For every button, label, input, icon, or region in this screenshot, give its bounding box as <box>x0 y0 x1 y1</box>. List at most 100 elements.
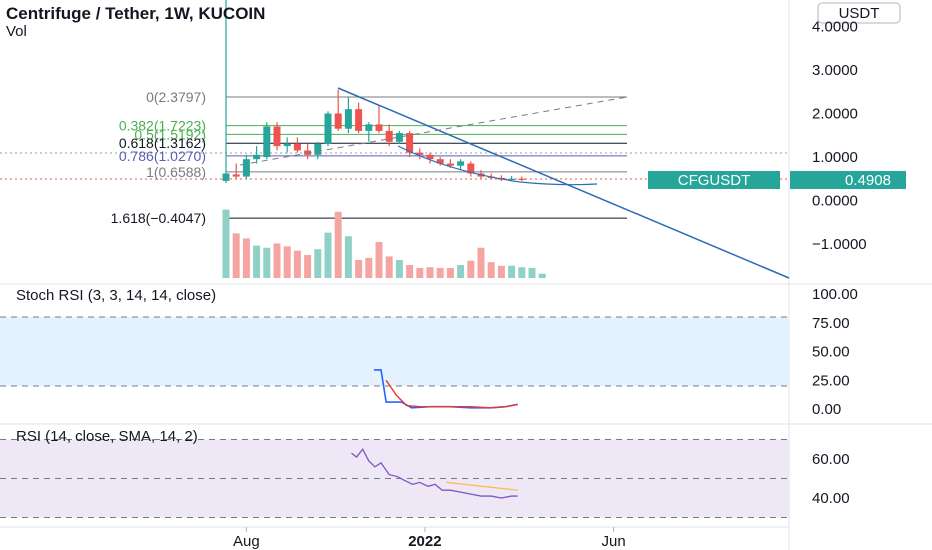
volume-bar <box>426 267 434 278</box>
volume-bar <box>263 247 271 278</box>
candle-body <box>406 133 414 153</box>
stoch-rsi-tick-label-1: 75.00 <box>812 315 850 332</box>
volume-bar <box>416 267 424 278</box>
fib-level-label-2: 0.5(1.5192) <box>134 126 206 142</box>
stoch-rsi-tick-label-3: 25.00 <box>812 372 850 389</box>
candle-body <box>426 154 434 160</box>
fib-level-label-5: 1(0.6588) <box>146 164 206 180</box>
volume-label: Vol <box>6 23 27 40</box>
candle-body <box>314 143 322 155</box>
price-tick-label-1: 3.0000 <box>812 62 858 79</box>
price-tick-label-4: 0.0000 <box>812 193 858 210</box>
volume-bar <box>334 211 342 278</box>
candle-body <box>365 124 373 131</box>
rsi-lines <box>351 448 518 499</box>
candle-body <box>457 161 465 166</box>
candle-body <box>436 159 444 164</box>
volume-bar <box>324 232 332 278</box>
volume-bar <box>304 254 312 278</box>
candle-body <box>242 159 250 177</box>
price-tick-label-3: 1.0000 <box>812 149 858 166</box>
candle-body <box>508 178 516 180</box>
volume-bar <box>497 265 505 278</box>
candle-body <box>232 174 240 177</box>
stoch-rsi-lines <box>373 369 518 409</box>
rsi-tick-label-0: 60.00 <box>812 451 850 468</box>
volume-bar <box>457 265 465 278</box>
candles <box>222 0 526 184</box>
candle-body <box>446 163 454 166</box>
time-tick-label-0: Aug <box>233 533 260 550</box>
descending-trendline <box>337 87 790 279</box>
volume-bar <box>528 267 536 278</box>
curved-support-drawing <box>397 145 598 186</box>
rsi-label: RSI (14, close, SMA, 14, 2) <box>16 428 198 445</box>
volume-bars <box>222 209 546 278</box>
candle-body <box>293 143 301 151</box>
rsi-band-fill <box>0 439 789 518</box>
stoch-rsi-axis: 100.00 75.00 50.00 25.00 0.00 <box>812 286 858 418</box>
time-tick-label-1: 2022 <box>408 533 441 550</box>
candle-body <box>263 126 271 157</box>
volume-bar <box>518 267 526 278</box>
volume-bar <box>232 233 240 278</box>
volume-bar <box>477 247 485 278</box>
volume-bar <box>508 265 516 278</box>
fib-level-label-1: 0.382(1.7223) <box>119 118 206 134</box>
time-axis: Aug 2022 Jun <box>233 527 626 550</box>
volume-bar <box>538 273 546 278</box>
fib-retracement: 0(2.3797) 0.382(1.7223)0.5(1.5192)0.618(1… <box>111 89 627 226</box>
volume-bar <box>487 262 495 278</box>
volume-bar <box>446 267 454 278</box>
time-tick-label-2: Jun <box>602 533 626 550</box>
volume-bar <box>273 243 281 278</box>
candle-body <box>253 154 261 160</box>
volume-bar <box>406 265 414 278</box>
chart-title: Centrifuge / Tether, 1W, KUCOIN <box>6 4 265 23</box>
candle-body <box>375 124 383 131</box>
price-badge <box>790 171 906 189</box>
volume-bar <box>467 260 475 278</box>
volume-bar <box>283 246 291 278</box>
symbol-badge <box>648 171 780 189</box>
candle-body <box>222 173 230 181</box>
candle-body <box>518 178 526 180</box>
price-axis: 4.0000 3.0000 2.0000 1.0000 0.0000 −1.0000 <box>812 19 867 254</box>
candle-body <box>395 133 403 142</box>
volume-bar <box>293 250 301 278</box>
candle-body <box>385 130 393 142</box>
volume-bar <box>242 238 250 278</box>
candle-body <box>273 126 281 147</box>
price-tick-label-0: 4.0000 <box>812 19 858 36</box>
stoch-rsi-tick-label-4: 0.00 <box>812 401 841 418</box>
candle-body <box>355 109 363 131</box>
candle-body <box>324 113 332 144</box>
volume-bar <box>222 209 230 278</box>
rsi-axis: 60.00 40.00 <box>812 451 850 507</box>
candle-body <box>334 113 342 129</box>
volume-bar <box>375 242 383 278</box>
volume-bar <box>314 249 322 278</box>
candle-body <box>467 163 475 174</box>
stoch-rsi-tick-label-2: 50.00 <box>812 344 850 361</box>
volume-bar <box>355 260 363 278</box>
volume-bar <box>436 267 444 278</box>
rsi-line <box>351 448 518 499</box>
volume-bar <box>365 257 373 278</box>
fib-level-label-6: 1.618(−0.4047) <box>111 210 206 226</box>
price-tick-label-2: 2.0000 <box>812 106 858 123</box>
stoch-rsi-d-line <box>385 379 518 409</box>
stoch-rsi-label: Stoch RSI (3, 3, 14, 14, close) <box>16 287 216 304</box>
volume-bar <box>385 256 393 278</box>
currency-button[interactable] <box>817 2 901 24</box>
fib-level-label-0: 0(2.3797) <box>146 89 206 105</box>
stoch-rsi-tick-label-0: 100.00 <box>812 286 858 303</box>
volume-bar <box>344 236 352 278</box>
fib-level-label-4: 0.786(1.0270) <box>119 148 206 164</box>
price-tick-label-5: −1.0000 <box>812 236 867 253</box>
fib-level-label-3: 0.618(1.3162) <box>119 135 206 151</box>
candle-body <box>344 109 352 129</box>
currency-button-label: USDT <box>839 5 880 22</box>
price-badge-value: 0.4908 <box>845 172 891 189</box>
candle-body <box>416 152 424 155</box>
